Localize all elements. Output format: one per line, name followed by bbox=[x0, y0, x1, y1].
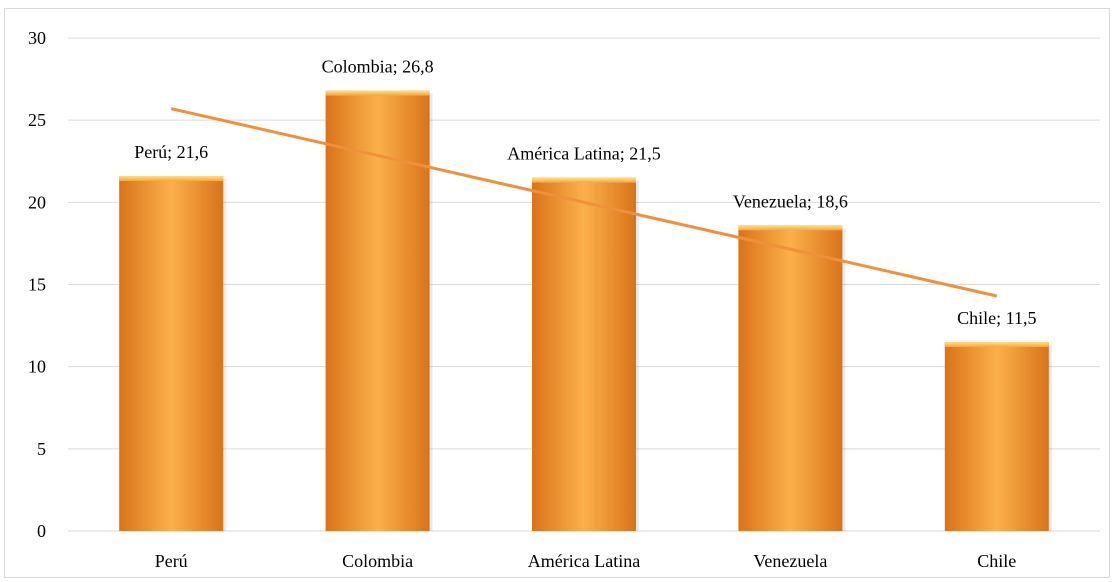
y-tick-label: 0 bbox=[37, 521, 46, 541]
trendline bbox=[170, 107, 998, 298]
bar bbox=[119, 176, 224, 532]
x-category-label: Chile bbox=[977, 551, 1016, 571]
x-category-label: América Latina bbox=[528, 551, 640, 571]
y-tick-label: 15 bbox=[28, 275, 46, 295]
y-axis-ticks: 0 5 10 15 20 25 30 bbox=[28, 28, 46, 541]
data-label: Perú; 21,6 bbox=[134, 142, 208, 162]
data-label: Chile; 11,5 bbox=[957, 308, 1036, 328]
y-tick-label: 5 bbox=[37, 439, 46, 459]
bar-top-highlight bbox=[944, 342, 1049, 348]
x-category-label: Perú bbox=[155, 551, 188, 571]
x-category-label: Venezuela bbox=[753, 551, 827, 571]
bar-top-highlight bbox=[738, 225, 843, 231]
y-tick-label: 30 bbox=[28, 28, 46, 48]
y-tick-label: 10 bbox=[28, 357, 46, 377]
bar-top-highlight bbox=[119, 176, 224, 182]
x-category-label: Colombia bbox=[342, 551, 413, 571]
data-labels: Perú; 21,6 Colombia; 26,8 América Latina; … bbox=[134, 57, 1036, 328]
data-label: Colombia; 26,8 bbox=[322, 57, 434, 77]
bar bbox=[738, 225, 843, 531]
trendline-layer bbox=[170, 107, 998, 298]
y-tick-label: 25 bbox=[28, 110, 46, 130]
y-tick-label: 20 bbox=[28, 192, 46, 212]
data-label: América Latina; 21,5 bbox=[507, 144, 660, 164]
bar bbox=[532, 177, 636, 531]
data-label: Venezuela; 18,6 bbox=[733, 191, 848, 211]
bar bbox=[944, 342, 1049, 531]
bar-top-highlight bbox=[532, 177, 636, 183]
x-axis-categories: Perú Colombia América Latina Venezuela Chile bbox=[155, 551, 1017, 571]
bar-top-highlight bbox=[325, 90, 430, 96]
